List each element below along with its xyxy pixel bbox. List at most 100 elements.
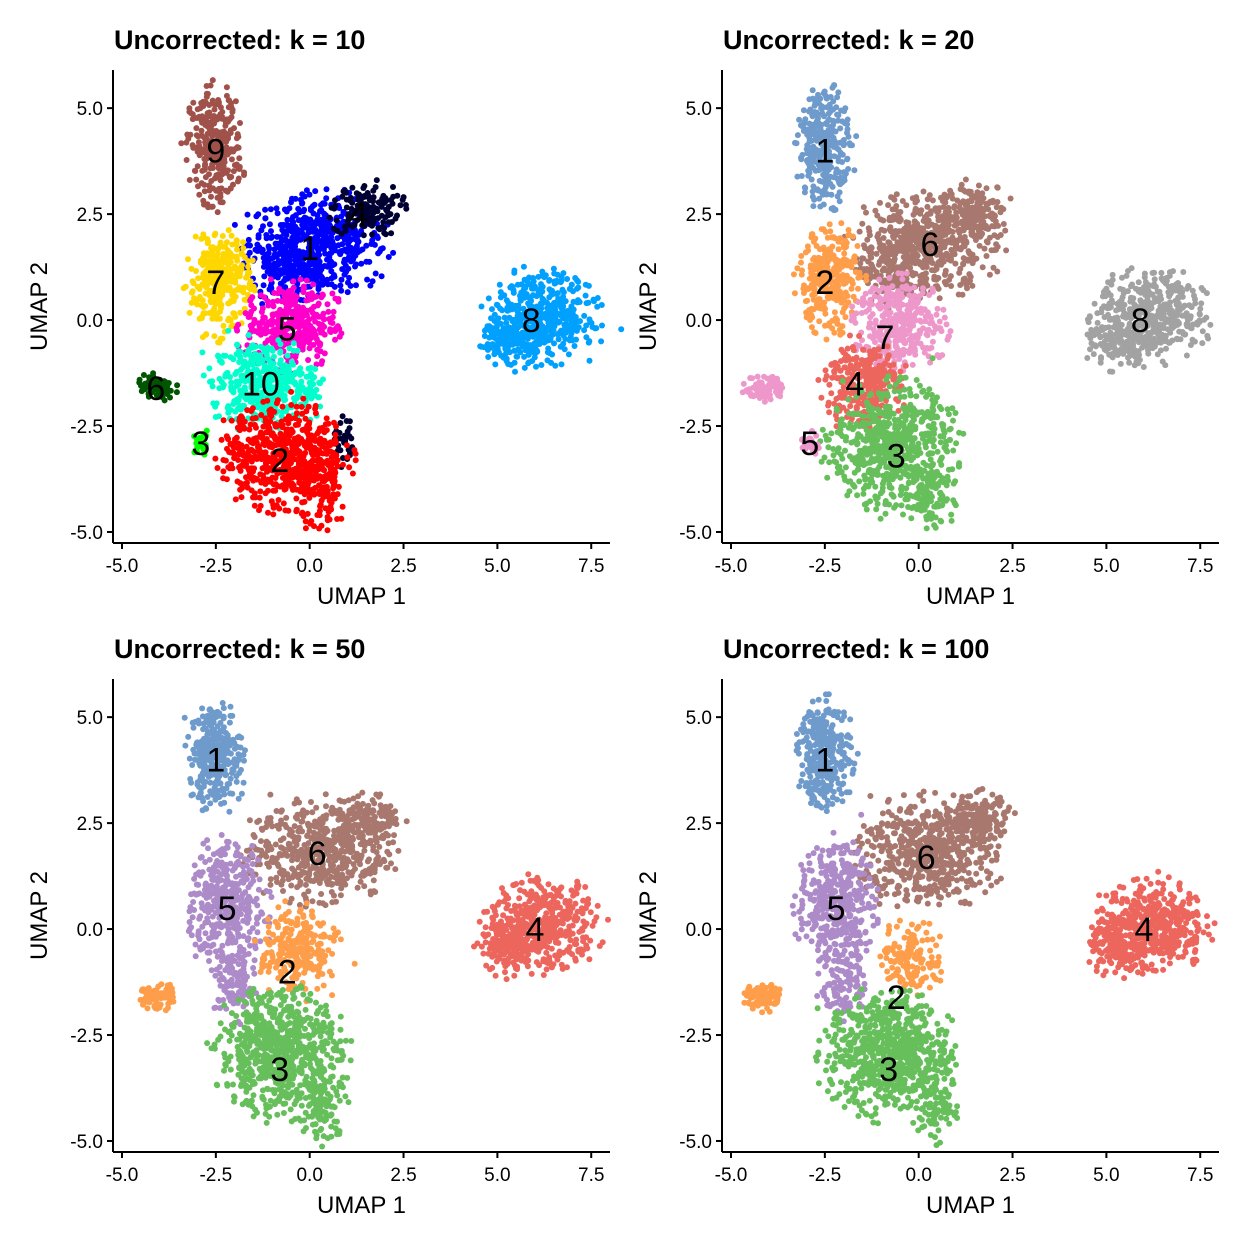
point-cluster-2 bbox=[237, 463, 244, 470]
cluster-label: 8 bbox=[522, 302, 541, 340]
point-cluster-1 bbox=[268, 228, 274, 235]
point-cluster-5 bbox=[324, 301, 331, 308]
point-cluster-2 bbox=[270, 511, 277, 518]
point-cluster-6 bbox=[979, 206, 986, 213]
point-cluster-1 bbox=[353, 282, 359, 289]
point-cluster-9 bbox=[235, 165, 242, 172]
point-cluster-1 bbox=[836, 180, 843, 186]
point-cluster-8 bbox=[546, 277, 553, 284]
point-cluster-8 bbox=[514, 312, 521, 319]
point-cluster-1 bbox=[273, 205, 280, 212]
point-cluster-9 bbox=[219, 109, 226, 115]
point-cluster-1 bbox=[794, 132, 801, 139]
point-cluster-8 bbox=[541, 325, 548, 332]
point-cluster-7 bbox=[249, 257, 256, 264]
point-cluster-2 bbox=[300, 395, 307, 402]
point-cluster-2 bbox=[841, 275, 848, 281]
point-cluster-2 bbox=[282, 507, 289, 514]
point-cluster-7 bbox=[219, 255, 226, 262]
point-cluster-1 bbox=[810, 183, 817, 190]
y-tick-label: 5.0 bbox=[77, 99, 103, 120]
point-cluster-4 bbox=[402, 202, 409, 208]
point-cluster-1 bbox=[841, 174, 848, 180]
point-cluster-6 bbox=[987, 198, 994, 205]
point-cluster-2 bbox=[214, 465, 221, 471]
point-cluster-8 bbox=[567, 313, 574, 320]
point-cluster-5 bbox=[258, 309, 265, 315]
point-cluster-1 bbox=[839, 151, 846, 158]
point-cluster-2 bbox=[232, 436, 238, 443]
point-cluster-6 bbox=[960, 209, 967, 216]
point-cluster-10 bbox=[292, 381, 299, 388]
point-cluster-1 bbox=[801, 184, 808, 191]
point-cluster-5 bbox=[280, 289, 287, 296]
point-cluster-2 bbox=[293, 495, 300, 502]
point-cluster-2 bbox=[234, 478, 241, 485]
point-cluster-2 bbox=[352, 457, 359, 464]
point-cluster-2 bbox=[324, 527, 331, 534]
point-cluster-6 bbox=[994, 184, 1001, 191]
point-cluster-4 bbox=[364, 190, 371, 196]
point-cluster-5 bbox=[303, 277, 310, 284]
point-cluster-8 bbox=[481, 333, 488, 339]
point-cluster-6 bbox=[940, 258, 947, 265]
point-cluster-1 bbox=[266, 221, 273, 228]
point-cluster-9 bbox=[186, 177, 193, 183]
point-cluster-5 bbox=[233, 325, 240, 331]
point-cluster-6 bbox=[878, 226, 885, 233]
point-cluster-1 bbox=[798, 173, 805, 179]
point-cluster-6 bbox=[917, 278, 924, 285]
point-cluster-2 bbox=[833, 267, 840, 274]
point-cluster-6 bbox=[868, 245, 875, 251]
point-cluster-2 bbox=[847, 276, 854, 283]
x-tick-label: 7.5 bbox=[578, 556, 604, 577]
point-cluster-8 bbox=[530, 292, 536, 299]
point-cluster-8 bbox=[485, 354, 492, 360]
point-cluster-6 bbox=[856, 228, 863, 235]
point-cluster-8 bbox=[586, 357, 593, 364]
point-cluster-1 bbox=[830, 122, 836, 129]
point-cluster-6 bbox=[913, 194, 920, 201]
point-cluster-4 bbox=[361, 183, 368, 189]
cluster-label: 7 bbox=[206, 264, 225, 302]
point-cluster-6 bbox=[938, 194, 944, 201]
point-cluster-6 bbox=[885, 252, 892, 259]
point-cluster-1 bbox=[323, 195, 330, 202]
point-cluster-2 bbox=[346, 464, 353, 471]
point-cluster-1 bbox=[853, 133, 860, 140]
point-cluster-8 bbox=[501, 314, 508, 321]
point-cluster-8 bbox=[495, 338, 502, 345]
point-cluster-1 bbox=[260, 263, 267, 270]
point-cluster-4 bbox=[332, 202, 339, 209]
point-cluster-6 bbox=[902, 243, 909, 250]
point-cluster-1 bbox=[304, 272, 311, 279]
point-cluster-6 bbox=[889, 206, 896, 213]
point-cluster-6 bbox=[929, 197, 936, 204]
point-cluster-2 bbox=[841, 250, 848, 257]
point-cluster-7 bbox=[204, 250, 211, 257]
point-cluster-5 bbox=[305, 297, 312, 303]
point-cluster-8 bbox=[586, 338, 593, 345]
point-cluster-2 bbox=[279, 403, 286, 410]
point-cluster-2 bbox=[252, 494, 259, 501]
point-cluster-10 bbox=[316, 379, 323, 386]
point-cluster-7 bbox=[245, 269, 251, 276]
point-cluster-2 bbox=[807, 317, 813, 323]
point-cluster-1 bbox=[390, 249, 397, 256]
point-cluster-1 bbox=[811, 124, 818, 131]
point-cluster-1 bbox=[808, 176, 815, 183]
point-cluster-5 bbox=[271, 290, 278, 296]
point-cluster-1 bbox=[325, 220, 332, 227]
point-cluster-2 bbox=[312, 405, 319, 412]
point-cluster-6 bbox=[978, 198, 985, 205]
point-cluster-7 bbox=[250, 283, 257, 290]
point-cluster-1 bbox=[337, 282, 344, 289]
point-cluster-9 bbox=[234, 144, 241, 151]
point-cluster-6 bbox=[949, 234, 956, 241]
y-axis-label: UMAP 2 bbox=[26, 262, 53, 351]
point-cluster-9 bbox=[193, 176, 200, 183]
point-cluster-10 bbox=[297, 365, 304, 372]
point-cluster-9 bbox=[237, 120, 243, 126]
point-cluster-6 bbox=[949, 228, 956, 235]
